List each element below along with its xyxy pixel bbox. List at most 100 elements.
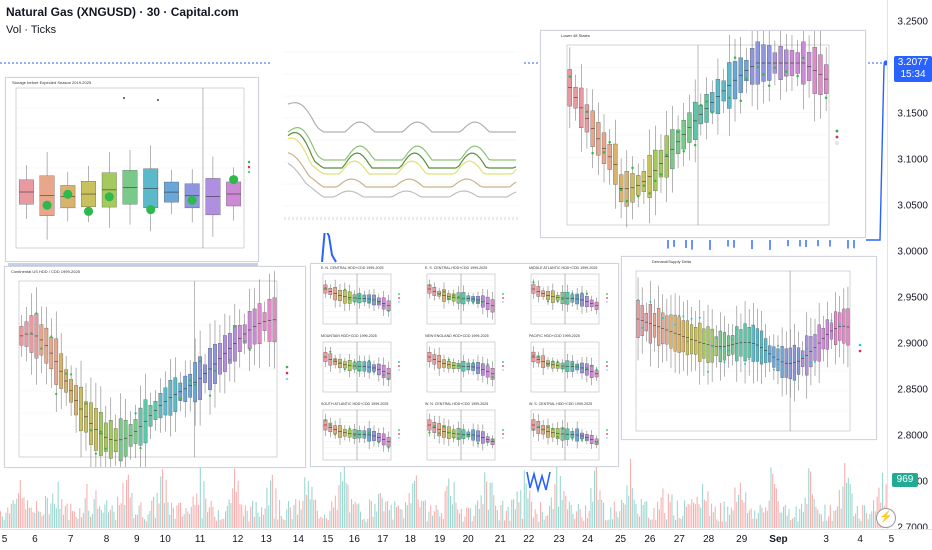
volume-bar [135, 514, 137, 528]
volume-bar [615, 511, 617, 528]
dot [585, 366, 588, 370]
series-line [287, 102, 516, 133]
dot [338, 361, 342, 365]
dot [568, 75, 572, 78]
volume-bar [374, 503, 376, 528]
volume-bar [811, 494, 813, 528]
volume-bar [437, 509, 439, 528]
legend-dot [606, 365, 608, 367]
volume-bar [108, 512, 110, 528]
volume-bar [736, 501, 738, 528]
volume-bar [444, 491, 446, 528]
dot [580, 438, 584, 442]
volume-bar [194, 505, 196, 528]
volume-bar [833, 511, 835, 528]
volume-bar [86, 483, 88, 528]
volume-bar [466, 507, 468, 528]
volume-bar [196, 493, 198, 528]
volume-bar [3, 520, 5, 528]
dot [146, 205, 156, 215]
last-price-value: 3.2077 [897, 57, 929, 68]
volume-bar [772, 473, 774, 528]
volume-bar [689, 504, 691, 528]
legend-dot [247, 160, 251, 164]
time-tick: 15 [322, 534, 334, 545]
legend-dot [502, 301, 504, 303]
volume-title[interactable]: Vol · Ticks [6, 24, 57, 36]
volume-bar [712, 512, 714, 528]
dot [619, 188, 623, 192]
volume-bar [372, 516, 374, 528]
volume-bar [824, 504, 826, 528]
volume-bar [329, 510, 331, 528]
volume-bar [75, 516, 77, 528]
dot [486, 440, 489, 444]
volume-bar [567, 509, 569, 528]
volume-bar [745, 492, 747, 528]
time-tick: 6 [32, 534, 38, 545]
dot [571, 292, 574, 295]
price-tick: 2.8000 [897, 430, 928, 442]
dot [462, 433, 465, 437]
volume-bar [462, 521, 464, 528]
volume-bar [192, 496, 194, 528]
volume-bar [586, 517, 588, 528]
dot [814, 360, 817, 363]
volume-bar [568, 501, 570, 528]
volume-bar [266, 487, 268, 528]
volume-bar [617, 517, 619, 528]
dot [491, 375, 494, 379]
symbol-title[interactable]: Natural Gas (XNGUSD) · 30 · Capital.com [6, 5, 239, 19]
volume-bar [862, 504, 864, 528]
volume-bar [761, 507, 763, 528]
volume-bar [549, 505, 551, 528]
volume-bar [793, 517, 795, 528]
volume-bar [19, 480, 21, 528]
volume-bar [208, 507, 210, 528]
dot [442, 290, 446, 293]
price-axis[interactable]: 3.25003.20003.15003.10003.05003.00002.95… [887, 0, 932, 534]
dot [785, 369, 788, 372]
dot [35, 312, 38, 315]
dot [532, 281, 535, 284]
dot [382, 304, 385, 307]
volume-bar [442, 518, 444, 528]
volume-bar [676, 500, 678, 528]
regional-chart-title: NEW ENGLAND HDD+CDD 1999-2025 [425, 334, 489, 338]
lightning-icon[interactable]: ⚡ [876, 508, 896, 528]
main-chart-canvas[interactable] [0, 0, 888, 530]
volume-bar [608, 519, 610, 528]
volume-bar [198, 504, 200, 528]
volume-bar [410, 503, 412, 528]
volume-bar [878, 487, 880, 528]
volume-bar [68, 520, 70, 528]
volume-bar [588, 510, 590, 528]
volume-bar [385, 501, 387, 528]
volume-bar [732, 510, 734, 528]
volume-bar [837, 506, 839, 528]
dot [334, 433, 337, 436]
volume-bar [493, 495, 495, 528]
volume-bar [786, 515, 788, 528]
volume-bar [21, 498, 23, 528]
volume-bar [237, 480, 239, 528]
volume-bar [648, 517, 650, 528]
volume-bar [657, 502, 659, 528]
volume-bar [867, 519, 869, 528]
volume-bar [54, 503, 56, 528]
volume-bar [595, 459, 597, 528]
volume-bar [275, 488, 277, 528]
volume-bar [534, 509, 536, 528]
time-tick: 3 [823, 534, 829, 545]
volume-bar [167, 502, 169, 528]
dot [467, 435, 470, 438]
volume-bar [360, 511, 362, 528]
volume-bar [246, 510, 248, 528]
dot [368, 359, 371, 362]
dot [348, 427, 351, 430]
dot [551, 427, 554, 430]
time-axis[interactable]: 5 6 7 8 9 10 11 12 13 14 15 16 17 18 19 20 21 22 23 24 25 26 2… [0, 529, 932, 550]
line-figure [283, 51, 518, 220]
legend-dot [835, 135, 839, 139]
volume-bar [514, 509, 516, 528]
